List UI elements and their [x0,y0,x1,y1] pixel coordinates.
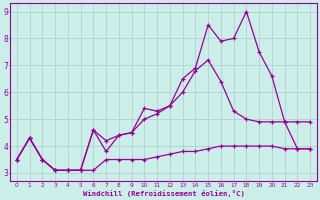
X-axis label: Windchill (Refroidissement éolien,°C): Windchill (Refroidissement éolien,°C) [83,190,244,197]
